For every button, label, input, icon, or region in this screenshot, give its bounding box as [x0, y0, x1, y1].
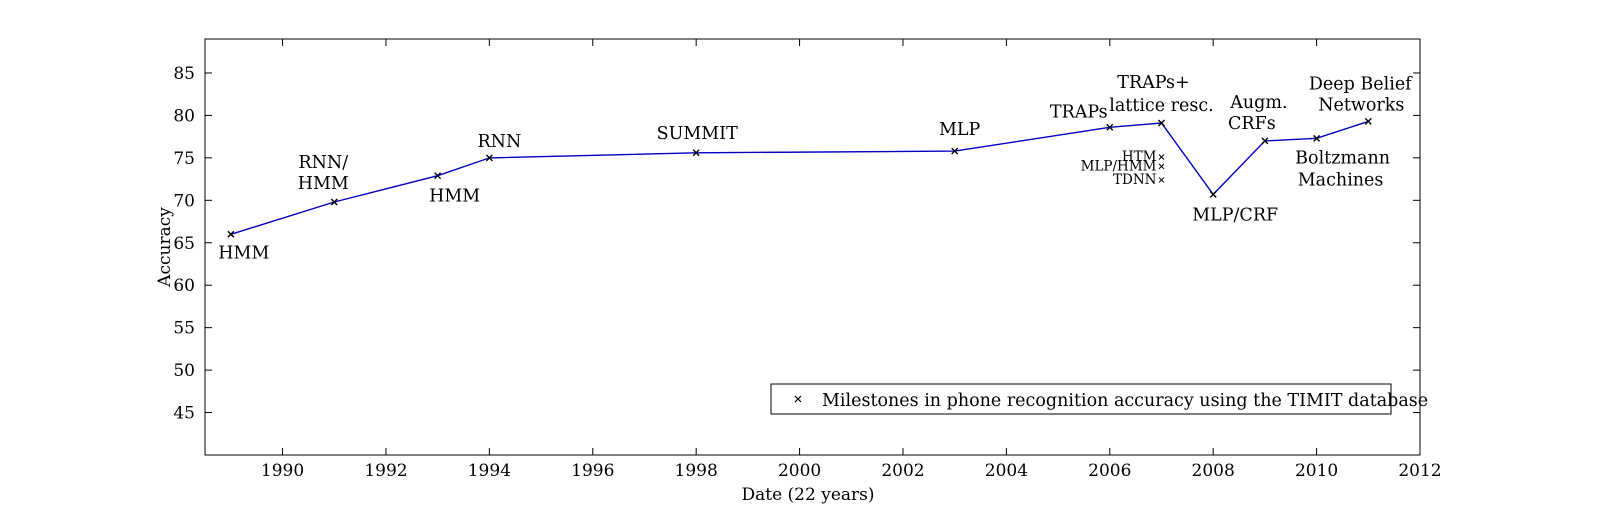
data-point-marker	[434, 172, 442, 180]
annotation-label: HMM	[298, 174, 349, 194]
y-tick-label: 60	[173, 276, 195, 296]
annotation-label: Augm.	[1229, 93, 1287, 113]
data-point-marker	[951, 147, 959, 155]
x-tick-label: 2004	[985, 461, 1028, 481]
side-point-label: HTM	[1122, 149, 1157, 165]
series-layer	[227, 117, 1372, 238]
y-axis-title: Accuracy	[155, 207, 175, 288]
annotation-label: SUMMIT	[657, 124, 738, 144]
x-tick-label: 1998	[675, 461, 718, 481]
x-tick-label: 1990	[261, 461, 304, 481]
annotation-label: RNN/	[298, 153, 348, 173]
x-tick-label: 2010	[1295, 461, 1338, 481]
x-tick-label: 2012	[1398, 461, 1441, 481]
y-tick-label: 45	[173, 404, 195, 424]
y-tick-label: 75	[173, 149, 195, 169]
legend: Milestones in phone recognition accuracy…	[770, 383, 1428, 415]
y-tick-label: 65	[173, 234, 195, 254]
y-tick-label: 55	[173, 319, 195, 339]
annotation-label: HMM	[429, 187, 480, 207]
x-tick-label: 1996	[571, 461, 614, 481]
side-point-marker	[1158, 154, 1165, 160]
annotation-label: MLP	[939, 120, 981, 140]
data-point-marker	[1106, 123, 1114, 131]
annotation-label: Networks	[1318, 95, 1404, 115]
data-point-marker	[1157, 119, 1165, 127]
data-point-marker	[1313, 134, 1321, 142]
y-axis-ticks: 45 50 55 60 65 70 75 80 85	[173, 64, 1420, 424]
legend-marker-icon	[794, 395, 802, 403]
annotation-label: CRFs	[1228, 114, 1276, 134]
x-axis-title: Date (22 years)	[741, 485, 874, 505]
annotation-label: TRAPs	[1050, 102, 1108, 122]
side-point-label: TDNN	[1113, 172, 1157, 188]
annotation-label: TRAPs+	[1117, 73, 1189, 93]
data-point-marker	[692, 149, 700, 157]
annotation-label: Machines	[1298, 170, 1384, 190]
series-line	[230, 120, 1369, 235]
x-tick-label: 2002	[881, 461, 924, 481]
annotation-label: lattice resc.	[1109, 96, 1213, 116]
y-tick-label: 80	[173, 106, 195, 126]
annotation-label: Boltzmann	[1295, 148, 1390, 168]
data-point-marker	[485, 154, 493, 162]
x-tick-label: 1994	[468, 461, 511, 481]
annotation-label: HMM	[218, 243, 269, 263]
y-tick-label: 85	[173, 64, 195, 84]
x-axis-ticks: 1990 1992 1994 1996 1998 2000 2002 2004 2006 2008…	[261, 39, 1442, 481]
x-tick-label: 1992	[364, 461, 407, 481]
data-point-marker	[1364, 117, 1372, 125]
y-tick-label: 50	[173, 361, 195, 381]
legend-label: Milestones in phone recognition accuracy…	[822, 391, 1428, 411]
annotation-label: Deep Belief	[1309, 74, 1413, 94]
plot-area-frame	[204, 38, 1421, 456]
side-point-marker	[1158, 163, 1165, 170]
data-point-marker	[227, 230, 235, 238]
x-tick-label: 2008	[1192, 461, 1235, 481]
data-point-marker	[1261, 137, 1269, 145]
data-point-marker	[330, 198, 338, 206]
y-tick-label: 70	[173, 191, 195, 211]
x-tick-label: 2000	[778, 461, 821, 481]
legend-box	[770, 383, 1392, 415]
side-point-label: MLP/HMM	[1081, 158, 1157, 174]
annotation-label: MLP/CRF	[1192, 205, 1278, 225]
annotation-label: RNN	[477, 132, 521, 152]
side-point-marker	[1158, 177, 1165, 183]
data-point-marker	[1209, 190, 1217, 198]
x-tick-label: 2006	[1088, 461, 1131, 481]
